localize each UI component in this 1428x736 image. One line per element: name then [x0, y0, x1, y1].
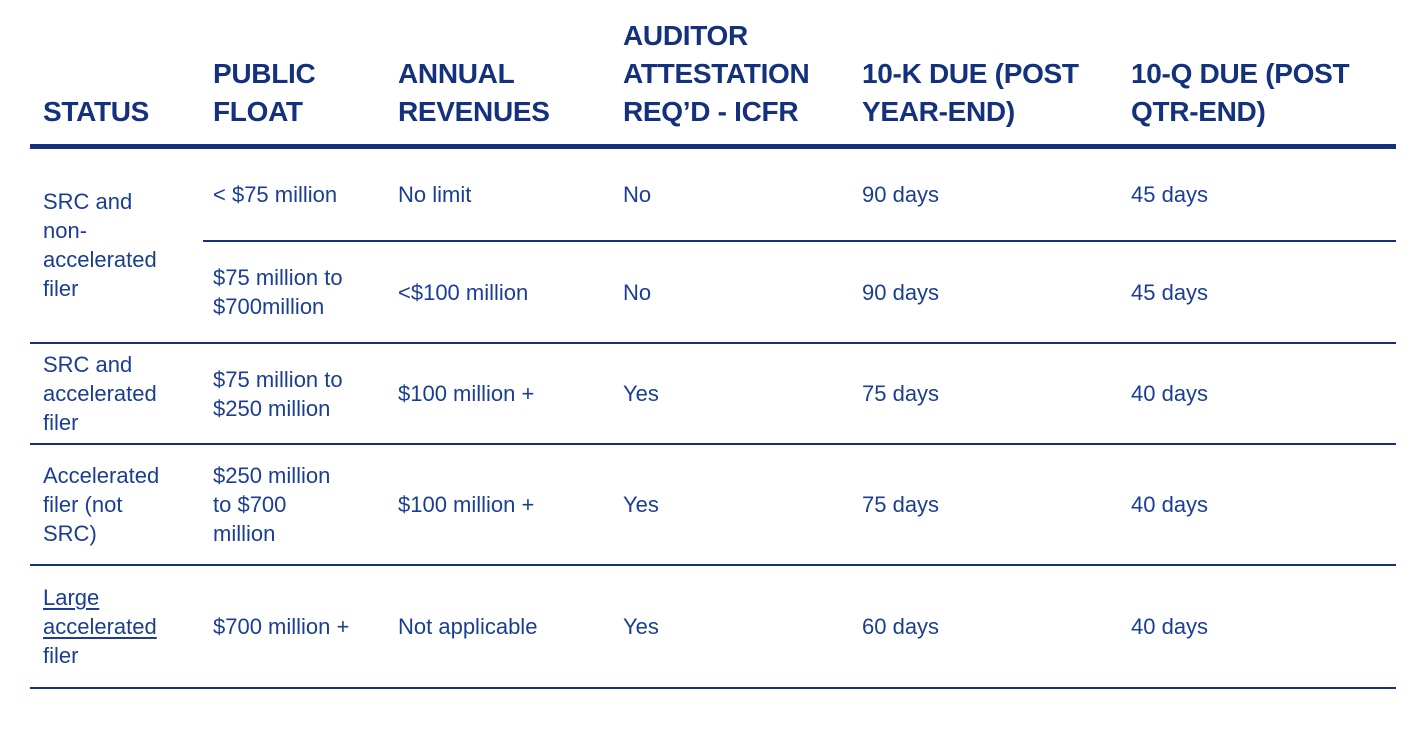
cell-text: $700 million +: [213, 614, 350, 639]
cell-text: $100 million +: [398, 492, 535, 517]
col-header-10q-due: 10-Q DUE (POST QTR-END): [1121, 0, 1396, 149]
10k-due-cell: 90 days: [852, 241, 1121, 344]
cell-text: 45 days: [1131, 181, 1209, 207]
cell-text: 90 days: [862, 279, 940, 305]
table-row: Accelerated filer (not SRC) $250 million…: [30, 444, 1396, 566]
cell-text: 90 days: [862, 181, 940, 207]
cell-text: 40 days: [1131, 381, 1209, 406]
cell-text: Yes: [623, 492, 659, 517]
status-rest-text: filer: [43, 643, 79, 668]
cell-text: $100 million +: [398, 381, 535, 406]
cell-text: Yes: [623, 614, 659, 639]
col-header-10k-due: 10-K DUE (POST YEAR-END): [852, 0, 1121, 149]
auditor-attestation-cell: Yes: [613, 343, 852, 445]
status-cell: SRC and accelerated filer: [30, 343, 203, 445]
status-cell: Accelerated filer (not SRC): [30, 444, 203, 566]
status-text: Accelerated filer (not SRC): [43, 463, 160, 546]
cell-text: 45 days: [1131, 279, 1209, 305]
cell-text: No: [623, 181, 652, 207]
col-header-annual-revenues: ANNUAL REVENUES: [388, 0, 613, 149]
table-row: $75 million to $700million <$100 million…: [30, 241, 1396, 344]
table-row: SRC and accelerated filer $75 million to…: [30, 343, 1396, 445]
auditor-attestation-cell: No: [613, 146, 852, 242]
10k-due-cell: 75 days: [852, 444, 1121, 566]
status-text: SRC and accelerated filer: [43, 352, 157, 435]
annual-revenues-cell: No limit: [388, 146, 613, 242]
cell-text: $75 million to $700million: [213, 265, 343, 319]
public-float-cell: $700 million +: [203, 565, 388, 689]
10q-due-cell: 45 days: [1121, 146, 1396, 242]
10q-due-cell: 40 days: [1121, 565, 1396, 689]
col-header-status: STATUS: [30, 0, 203, 149]
10q-due-cell: 45 days: [1121, 241, 1396, 344]
annual-revenues-cell: $100 million +: [388, 444, 613, 566]
status-cell: Large accelerated filer: [30, 565, 203, 689]
cell-text: 40 days: [1131, 614, 1209, 639]
header-row: STATUS PUBLIC FLOAT ANNUAL REVENUES AUDI…: [30, 0, 1396, 149]
10k-due-cell: 75 days: [852, 343, 1121, 445]
auditor-attestation-cell: No: [613, 241, 852, 344]
cell-text: <$100 million: [398, 279, 529, 305]
table-row: SRC and non- accelerated filer < $75 mil…: [30, 146, 1396, 344]
cell-text: No limit: [398, 181, 472, 207]
10k-due-cell: 90 days: [852, 146, 1121, 242]
10q-due-cell: 40 days: [1121, 444, 1396, 566]
public-float-cell: $75 million to $250 million: [203, 343, 388, 445]
annual-revenues-cell: Not applicable: [388, 565, 613, 689]
public-float-cell: $250 million to $700 million: [203, 444, 388, 566]
public-float-cell: $75 million to $700million: [203, 241, 388, 344]
cell-text: No: [623, 279, 652, 305]
table-row: Large accelerated filer $700 million + N…: [30, 565, 1396, 689]
annual-revenues-cell: <$100 million: [388, 241, 613, 344]
cell-text: Not applicable: [398, 614, 538, 639]
status-text: Large accelerated filer: [43, 583, 169, 670]
cell-text: 60 days: [862, 614, 940, 639]
cell-text: Yes: [623, 381, 659, 406]
10k-due-cell: 60 days: [852, 565, 1121, 689]
cell-text: $250 million to $700 million: [213, 463, 331, 546]
cell-text: 40 days: [1131, 492, 1209, 517]
10q-due-cell: 40 days: [1121, 343, 1396, 445]
auditor-attestation-cell: Yes: [613, 444, 852, 566]
cell-text: 75 days: [862, 381, 940, 406]
filer-status-table: STATUS PUBLIC FLOAT ANNUAL REVENUES AUDI…: [30, 0, 1396, 689]
status-cell: SRC and non- accelerated filer: [30, 146, 203, 344]
annual-revenues-cell: $100 million +: [388, 343, 613, 445]
cell-text: < $75 million: [213, 181, 338, 207]
public-float-cell: < $75 million: [203, 146, 388, 242]
auditor-attestation-cell: Yes: [613, 565, 852, 689]
status-text: SRC and non- accelerated filer: [43, 189, 157, 302]
col-header-public-float: PUBLIC FLOAT: [203, 0, 388, 149]
large-accelerated-filer-link[interactable]: Large accelerated: [43, 585, 157, 639]
cell-text: $75 million to $250 million: [213, 366, 343, 421]
cell-text: 75 days: [862, 492, 940, 517]
col-header-auditor-attestation: AUDITOR ATTESTATION REQ’D - ICFR: [613, 0, 852, 149]
